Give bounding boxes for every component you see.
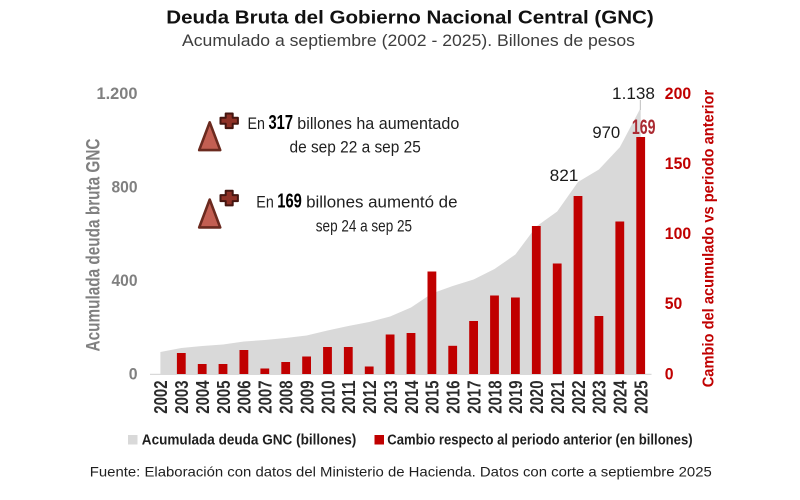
svg-text:2016: 2016 (444, 381, 464, 414)
svg-text:821: 821 (550, 166, 579, 185)
svg-text:2009: 2009 (297, 381, 317, 414)
svg-text:2025: 2025 (632, 381, 652, 414)
svg-text:Deuda Bruta del Gobierno Nacio: Deuda Bruta del Gobierno Nacional Centra… (166, 7, 654, 27)
svg-text:Acumulada deuda bruta GNC: Acumulada deuda bruta GNC (83, 138, 104, 351)
svg-text:2005: 2005 (214, 381, 234, 414)
svg-text:169: 169 (632, 115, 656, 139)
svg-text:50: 50 (665, 295, 683, 313)
svg-text:Fuente: Elaboración con datos: Fuente: Elaboración con datos del Minist… (90, 464, 712, 480)
svg-text:2007: 2007 (256, 381, 276, 414)
svg-text:Cambio del acumulado vs period: Cambio del acumulado vs periodo anterior (701, 90, 718, 388)
svg-text:Cambio respecto al periodo ant: Cambio respecto al periodo anterior (en … (387, 432, 692, 448)
svg-text:1.200: 1.200 (97, 85, 138, 103)
svg-text:2002: 2002 (151, 381, 171, 414)
svg-text:970: 970 (592, 123, 620, 142)
svg-text:2014: 2014 (402, 381, 422, 414)
svg-text:200: 200 (665, 85, 691, 103)
svg-text:2024: 2024 (611, 381, 631, 414)
svg-text:2013: 2013 (381, 381, 401, 414)
svg-text:billones aumentó de: billones aumentó de (306, 192, 457, 211)
svg-text:0: 0 (665, 366, 674, 384)
svg-text:800: 800 (112, 179, 138, 197)
svg-text:sep 24 a sep 25: sep 24 a sep 25 (316, 216, 412, 235)
svg-text:2010: 2010 (318, 381, 338, 414)
svg-text:2006: 2006 (235, 381, 255, 414)
svg-text:2017: 2017 (464, 381, 484, 414)
svg-text:2018: 2018 (485, 381, 505, 414)
svg-text:2020: 2020 (527, 381, 547, 414)
svg-text:2023: 2023 (590, 381, 610, 414)
svg-text:2019: 2019 (506, 381, 526, 414)
svg-text:2004: 2004 (193, 381, 213, 414)
svg-text:2003: 2003 (172, 381, 192, 414)
svg-text:Acumulada deuda GNC (billones): Acumulada deuda GNC (billones) (142, 432, 357, 448)
svg-text:400: 400 (112, 272, 138, 290)
svg-text:100: 100 (665, 225, 691, 243)
svg-text:317: 317 (269, 112, 294, 134)
svg-text:169: 169 (277, 191, 302, 213)
svg-text:billones ha aumentado: billones ha aumentado (297, 114, 459, 133)
svg-text:En: En (248, 114, 266, 133)
svg-text:2011: 2011 (339, 381, 359, 414)
svg-text:En: En (256, 192, 274, 211)
svg-text:Acumulado a septiembre (2002 -: Acumulado a septiembre (2002 - 2025). Bi… (182, 31, 635, 50)
svg-text:2012: 2012 (360, 381, 380, 414)
svg-text:150: 150 (665, 155, 691, 173)
svg-text:2015: 2015 (423, 381, 443, 414)
svg-text:2008: 2008 (277, 381, 297, 414)
svg-text:2022: 2022 (569, 381, 589, 414)
svg-text:0: 0 (129, 366, 138, 384)
svg-text:1.138: 1.138 (612, 84, 655, 103)
svg-text:2021: 2021 (548, 381, 568, 414)
svg-text:de sep 22 a sep 25: de sep 22 a sep 25 (290, 138, 421, 157)
